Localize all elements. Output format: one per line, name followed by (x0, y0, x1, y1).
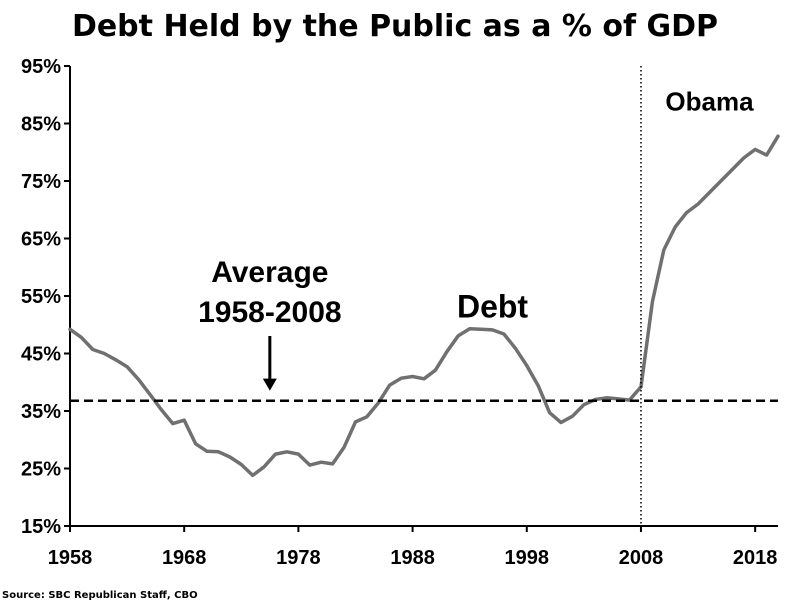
x-tick-label: 1998 (505, 547, 550, 569)
x-tick-label: 1978 (276, 547, 321, 569)
average-label-line1: Average (211, 256, 328, 289)
x-tick-label: 1968 (162, 547, 207, 569)
debt-series-line (68, 134, 780, 478)
y-tick-label: 65% (21, 229, 61, 251)
y-tick-label: 45% (21, 344, 61, 366)
y-tick-label: 85% (21, 114, 61, 136)
x-tick-label: 2008 (619, 547, 664, 569)
y-tick-label: 75% (21, 171, 61, 193)
y-axis-ticks: 15% 25% 35% 45% 55% 65% 75% 85% 95% (21, 56, 70, 538)
average-arrow-head (262, 378, 277, 391)
y-tick-label: 55% (21, 286, 61, 308)
y-tick-label: 15% (21, 516, 61, 538)
chart-title: Debt Held by the Public as a % of GDP (72, 9, 718, 44)
y-tick-label: 25% (21, 459, 61, 481)
annotation-layer: Average 1958-2008 Debt Obama (198, 87, 754, 391)
x-axis-ticks: 1958 1968 1978 1988 1998 2008 2018 (48, 526, 778, 569)
debt-series-label: Debt (457, 289, 528, 325)
obama-label: Obama (665, 87, 754, 117)
series-layer (68, 66, 780, 526)
x-tick-label: 2018 (733, 547, 778, 569)
x-tick-label: 1958 (48, 547, 93, 569)
x-tick-label: 1988 (390, 547, 435, 569)
axes (69, 66, 778, 527)
y-tick-label: 35% (21, 401, 61, 423)
y-tick-label: 95% (21, 56, 61, 78)
source-note: Source: SBC Republican Staff, CBO (2, 590, 198, 601)
average-label-line2: 1958-2008 (198, 296, 341, 329)
